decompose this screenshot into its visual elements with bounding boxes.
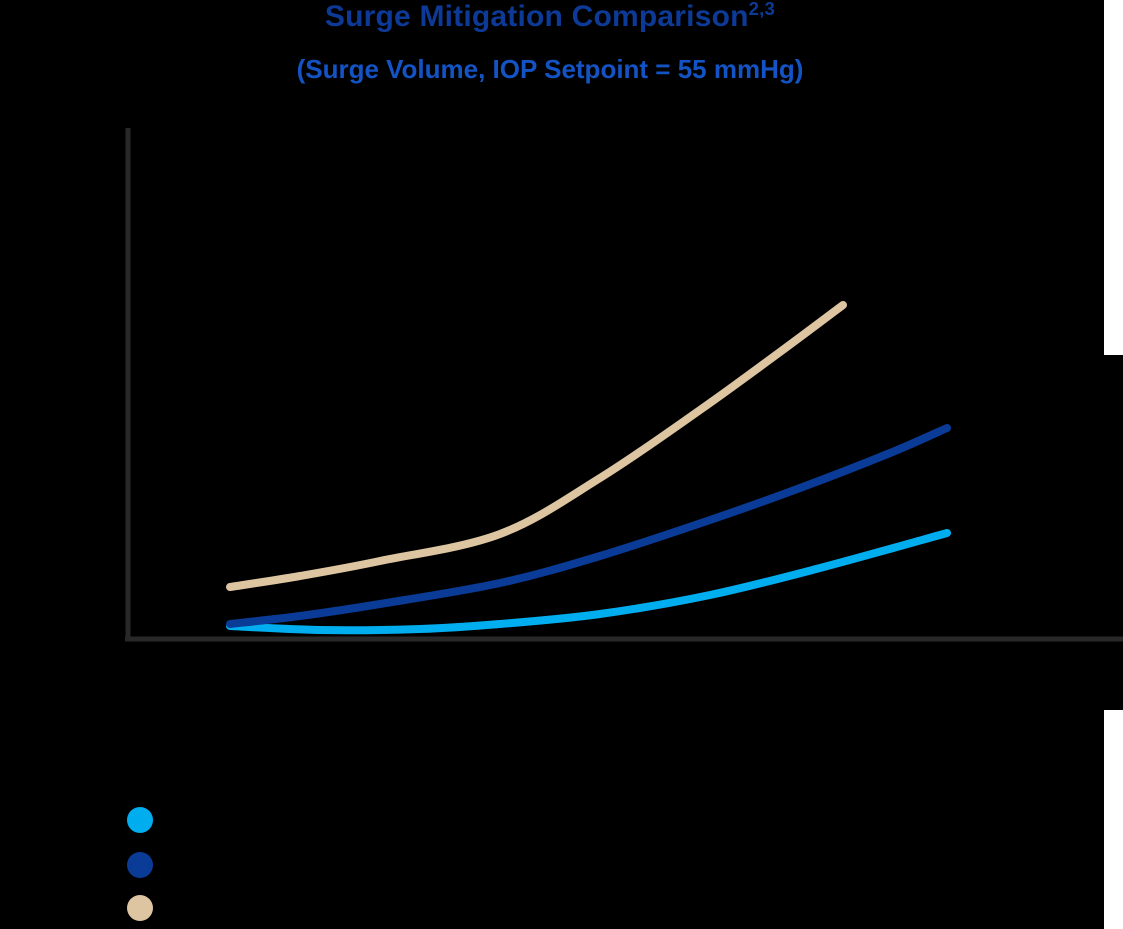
- legend-dot-light-blue: [127, 807, 153, 833]
- chart-title: Surge Mitigation Comparison2,3: [0, 0, 1100, 34]
- legend-dot-tan: [127, 895, 153, 921]
- surge-line-dark-blue: [226, 424, 951, 628]
- chart-header: Surge Mitigation Comparison2,3 (Surge Vo…: [0, 0, 1100, 84]
- right-edge-white-strip-bottom: [1104, 710, 1123, 929]
- chart-subtitle: (Surge Volume, IOP Setpoint = 55 mmHg): [296, 54, 804, 84]
- surge-line-light-blue: [226, 529, 951, 635]
- chart-title-superscript: 2,3: [748, 0, 776, 19]
- right-edge-white-strip-top: [1104, 0, 1123, 355]
- legend-dot-dark-blue: [127, 852, 153, 878]
- surge-line-tan: [226, 301, 847, 591]
- chart-title-text: Surge Mitigation Comparison: [324, 0, 749, 33]
